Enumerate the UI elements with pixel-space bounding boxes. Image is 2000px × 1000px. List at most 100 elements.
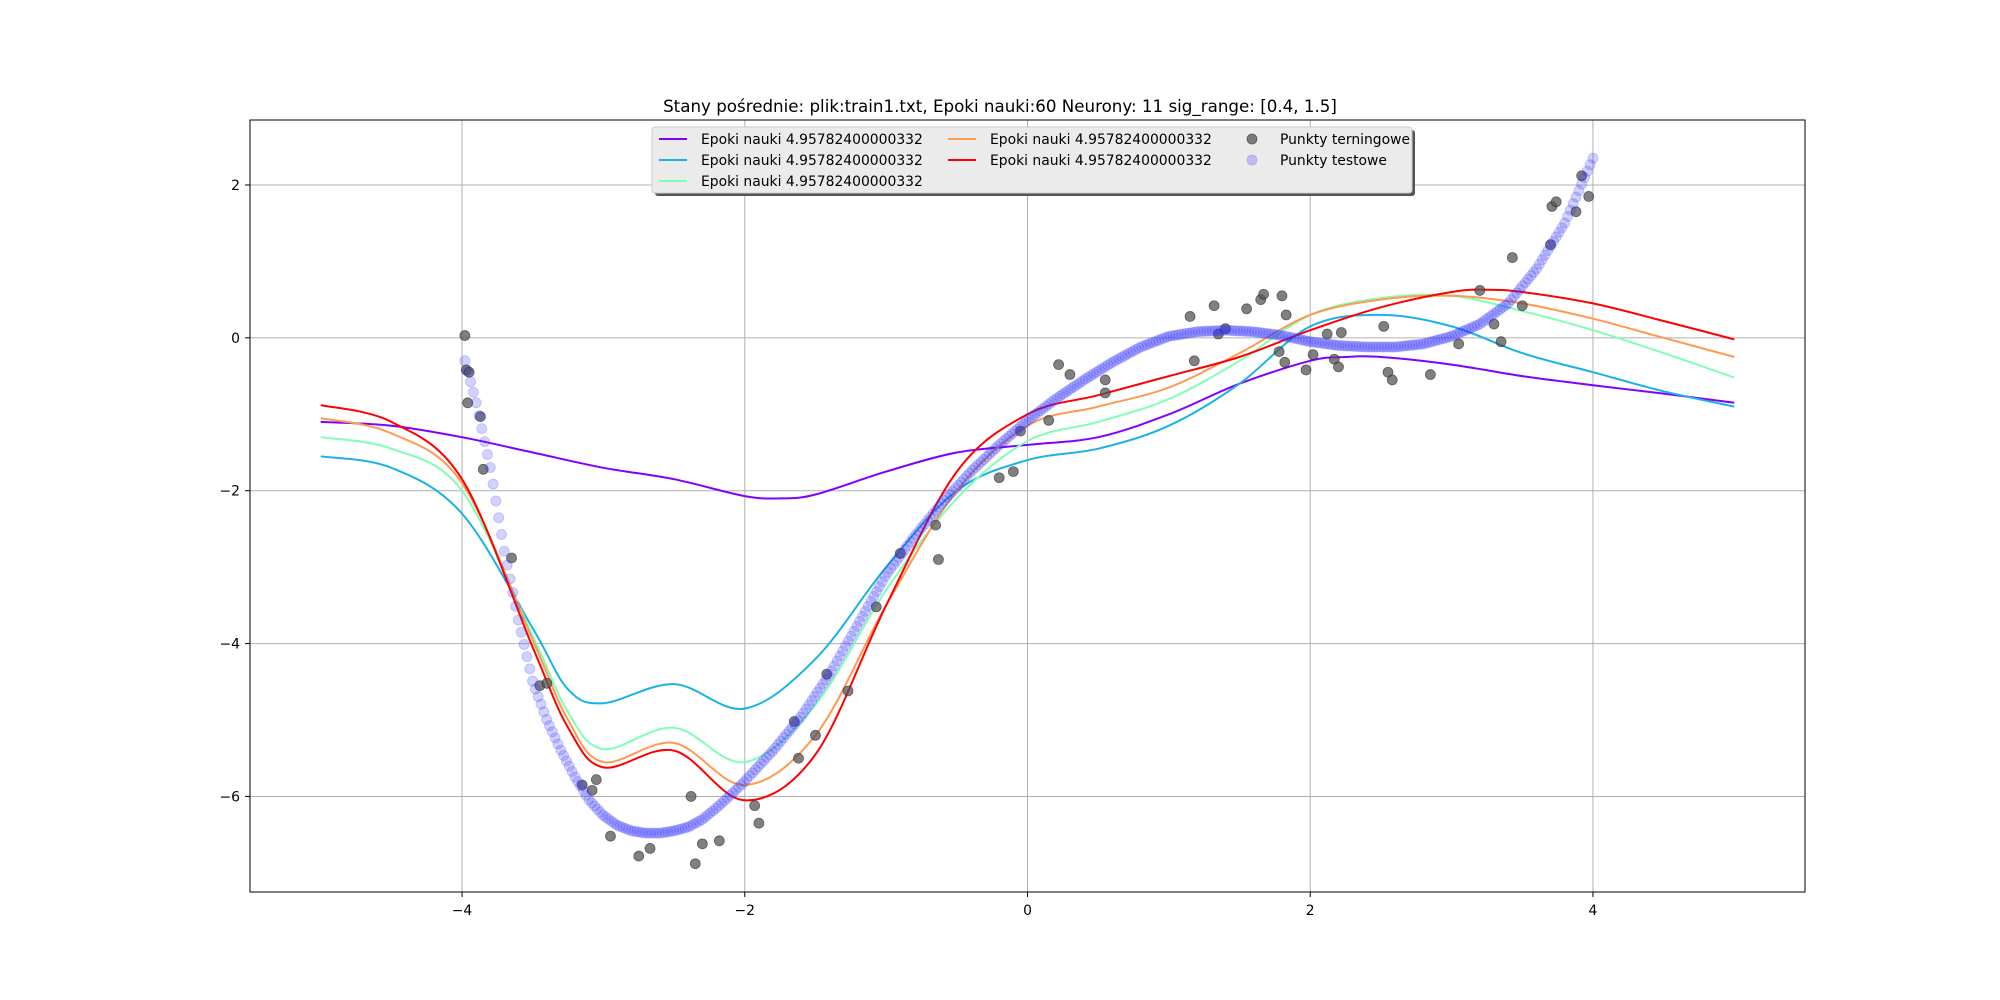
test-point	[1556, 222, 1568, 234]
test-point	[656, 827, 668, 839]
y-tick-label: 2	[231, 178, 240, 194]
series-line-2	[320, 313, 1735, 710]
test-point	[1184, 327, 1196, 339]
test-point	[1130, 343, 1142, 355]
test-point	[840, 640, 852, 652]
test-point	[1497, 301, 1509, 313]
test-point	[1305, 336, 1317, 348]
test-point	[484, 461, 496, 473]
series-layer	[320, 288, 1735, 802]
test-point	[1026, 411, 1038, 423]
test-point	[1325, 338, 1337, 350]
training-point	[930, 519, 942, 531]
test-point	[1381, 341, 1393, 353]
test-point	[1423, 336, 1435, 348]
training-point	[753, 817, 765, 829]
test-point	[797, 707, 809, 719]
test-point	[823, 670, 835, 682]
test-point	[792, 715, 804, 727]
test-point	[721, 792, 733, 804]
test-point	[1246, 326, 1258, 338]
test-point	[862, 600, 874, 612]
training-point	[586, 784, 598, 796]
test-point	[628, 825, 640, 837]
training-point	[1280, 309, 1292, 321]
test-point	[899, 544, 911, 556]
training-point	[1488, 318, 1500, 330]
test-point	[690, 817, 702, 829]
test-point	[1415, 338, 1427, 350]
training-point	[1378, 320, 1390, 332]
training-point	[1453, 338, 1465, 350]
test-point	[1102, 359, 1114, 371]
test-point	[558, 749, 570, 761]
test-point	[1009, 425, 1021, 437]
test-point	[1463, 323, 1475, 335]
training-point	[1043, 414, 1055, 426]
test-point	[1251, 326, 1263, 338]
test-point	[1234, 325, 1246, 337]
test-point	[1587, 152, 1599, 164]
test-point	[1232, 325, 1244, 337]
test-point	[684, 820, 696, 832]
legend-label: Epoki nauki 4.95782400000332	[701, 132, 923, 148]
test-point	[896, 547, 908, 559]
test-point	[1223, 324, 1235, 336]
test-point	[716, 797, 728, 809]
test-point	[1254, 327, 1266, 339]
test-point	[1330, 339, 1342, 351]
test-point	[1105, 357, 1117, 369]
test-point	[1471, 319, 1483, 331]
test-point	[747, 767, 759, 779]
test-point	[882, 566, 894, 578]
training-point	[633, 850, 645, 862]
training-point	[1276, 290, 1288, 302]
test-point	[549, 732, 561, 744]
test-point	[1068, 381, 1080, 393]
test-point	[1483, 312, 1495, 324]
test-point	[679, 822, 691, 834]
test-point	[707, 805, 719, 817]
test-point	[888, 559, 900, 571]
test-point	[1031, 407, 1043, 419]
legend: Epoki nauki 4.95782400000332 Epoki nauki …	[651, 126, 1415, 196]
training-point	[870, 601, 882, 613]
test-point	[1432, 334, 1444, 346]
test-point	[1062, 384, 1074, 396]
test-point	[1477, 316, 1489, 328]
test-point	[724, 790, 736, 802]
test-point	[1460, 324, 1472, 336]
test-point	[1240, 325, 1252, 337]
test-point	[1344, 340, 1356, 352]
test-point	[981, 451, 993, 463]
test-point	[682, 821, 694, 833]
test-point	[727, 787, 739, 799]
test-point	[854, 615, 866, 627]
training-point	[576, 779, 588, 791]
test-point	[1581, 165, 1593, 177]
test-point	[1139, 340, 1151, 352]
test-point	[1327, 339, 1339, 351]
training-point	[696, 838, 708, 850]
test-point	[1500, 299, 1512, 311]
test-point	[481, 449, 493, 461]
test-point	[1271, 329, 1283, 341]
test-point	[738, 776, 750, 788]
test-point	[834, 650, 846, 662]
test-point	[1288, 332, 1300, 344]
training-point	[459, 330, 471, 341]
test-point	[913, 525, 925, 537]
test-point	[1088, 368, 1100, 380]
test-point	[952, 479, 964, 491]
test-point	[498, 545, 510, 557]
test-point	[1364, 341, 1376, 353]
test-point	[1006, 428, 1018, 440]
training-point	[1300, 364, 1312, 376]
test-point	[1457, 325, 1469, 337]
test-point	[919, 518, 931, 530]
test-point	[1401, 340, 1413, 352]
test-point	[1099, 361, 1111, 373]
legend-label: Epoki nauki 4.95782400000332	[701, 174, 923, 190]
test-point	[1164, 330, 1176, 342]
